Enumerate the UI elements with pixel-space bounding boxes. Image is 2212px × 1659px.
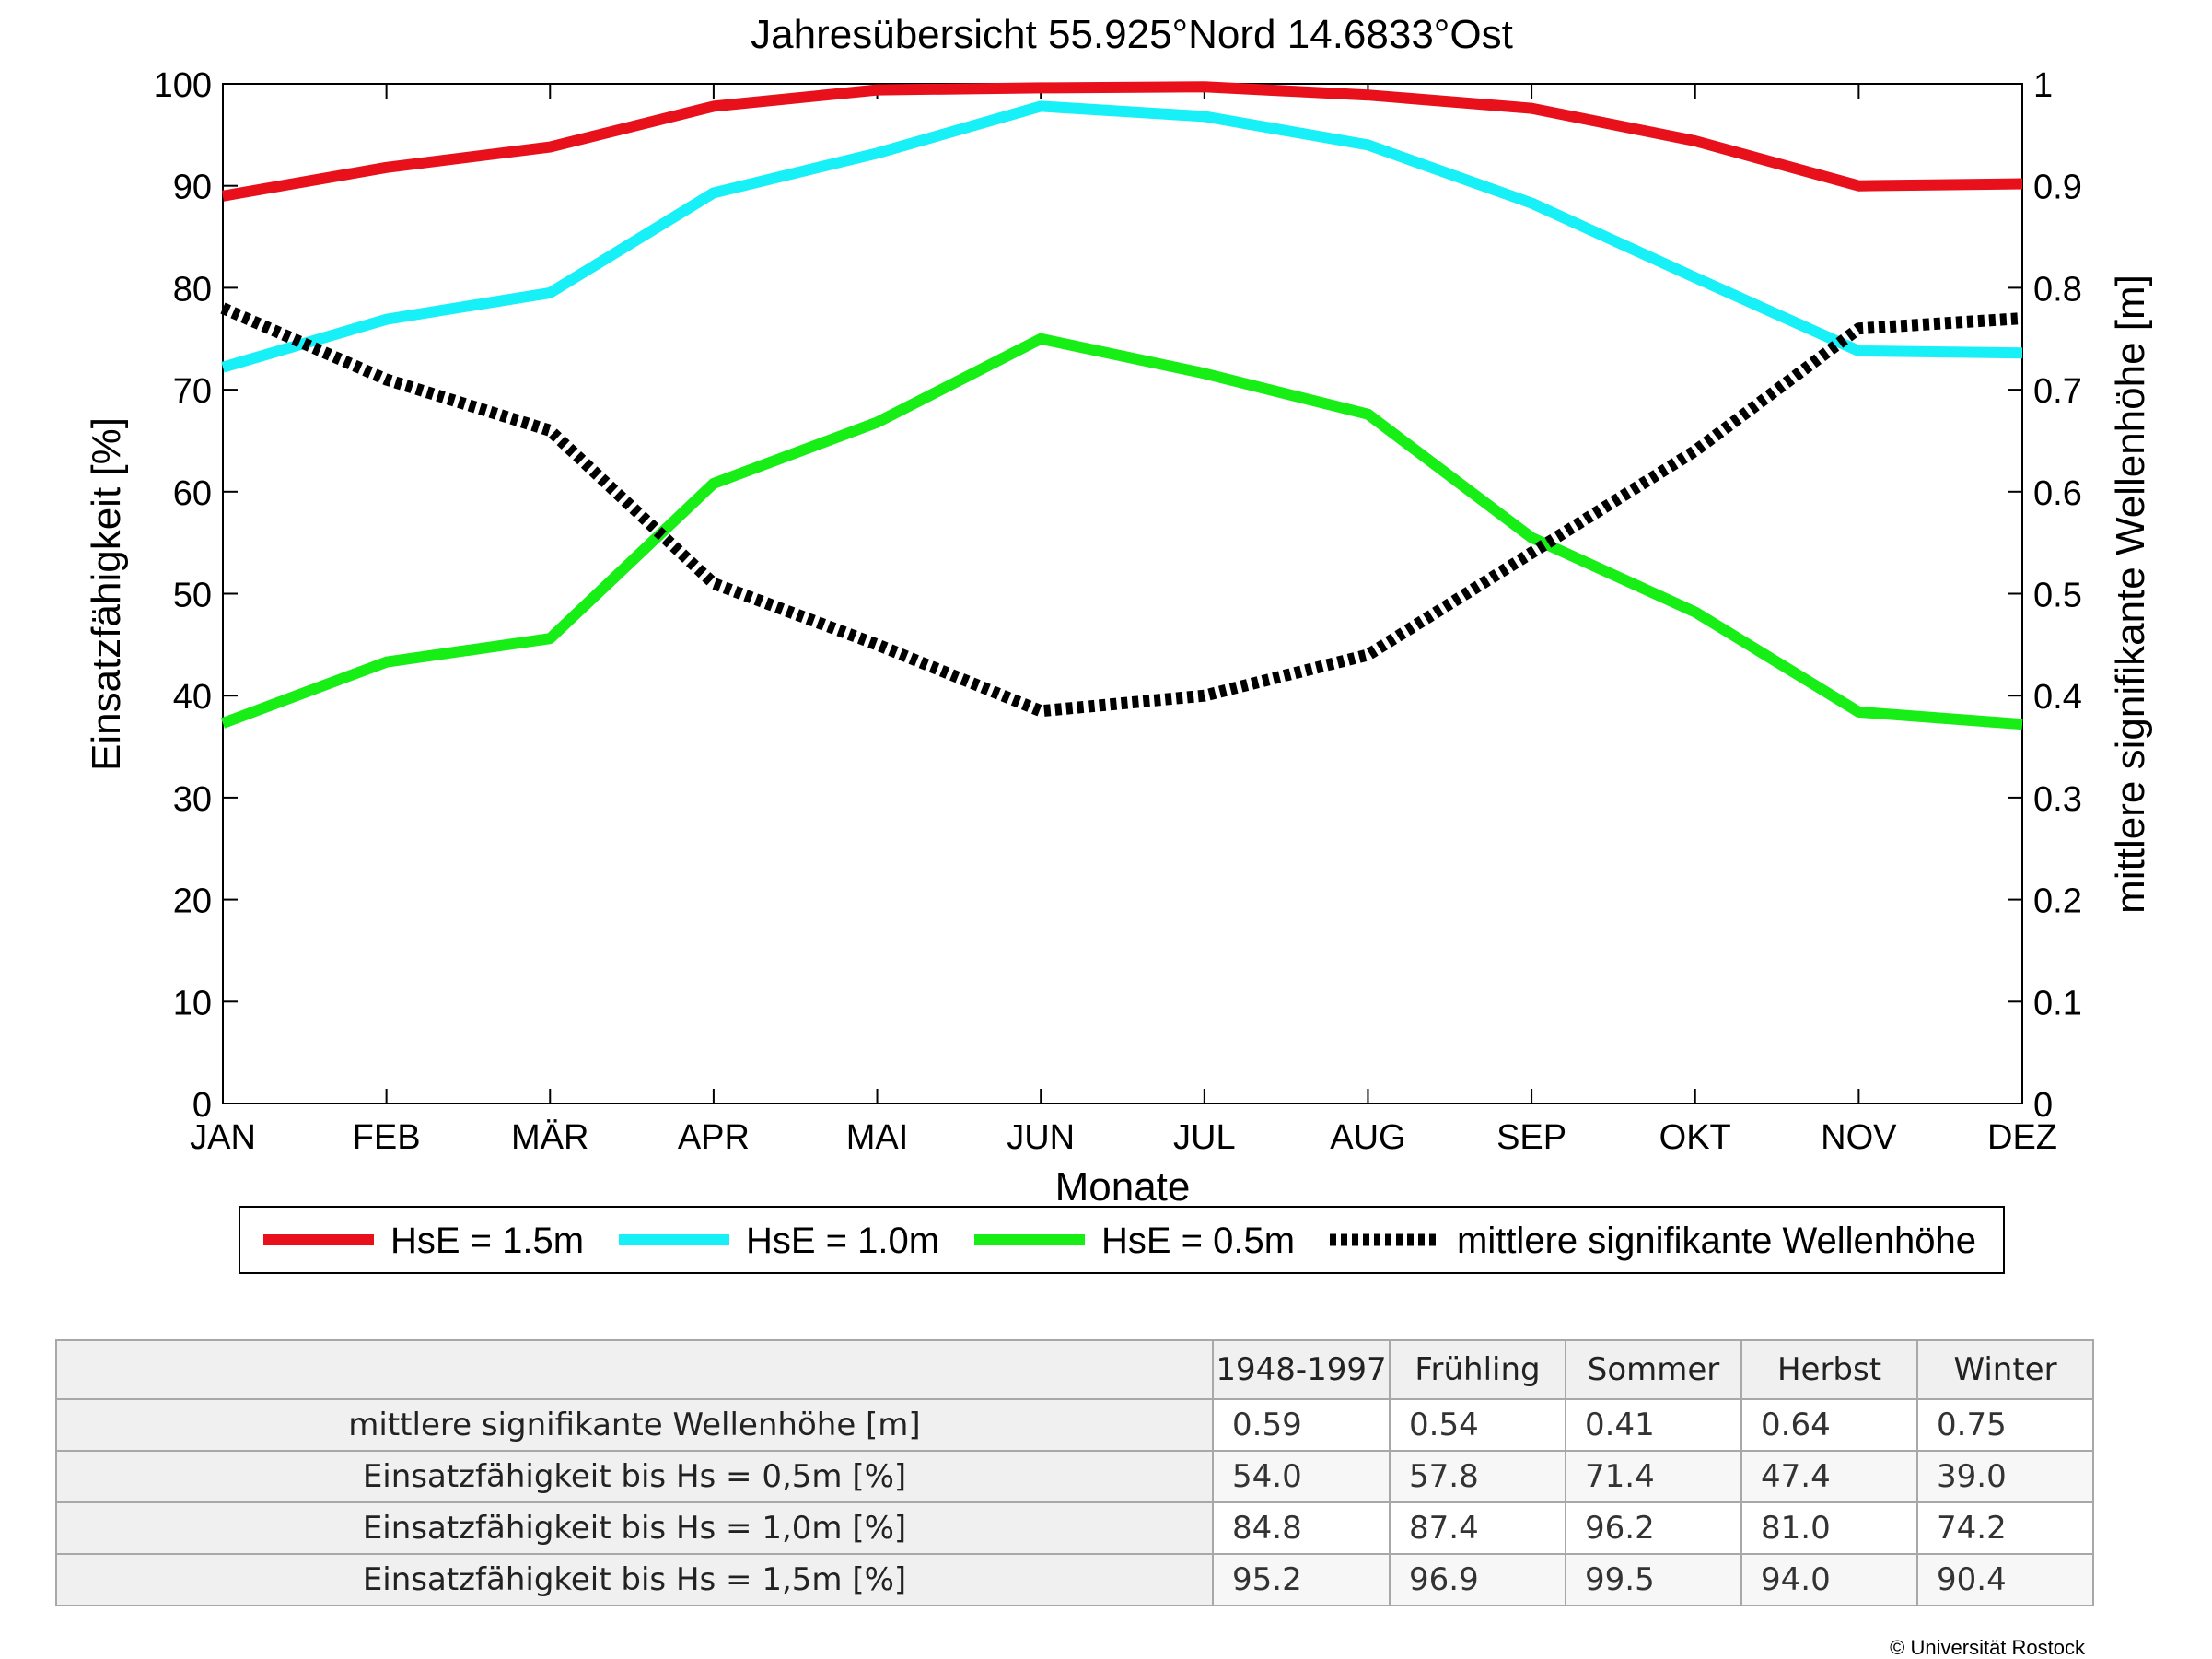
y-tick-label: 60: [173, 474, 212, 513]
legend-label: HsE = 1.5m: [390, 1221, 584, 1261]
y-right-tick-label: 0: [2033, 1086, 2053, 1125]
x-tick-label: OKT: [1659, 1118, 1731, 1157]
row-label: Einsatzfähigkeit bis Hs = 1,5m [%]: [55, 1553, 1214, 1606]
plot-frame: [222, 83, 2023, 1104]
y-tick-label: 10: [173, 984, 212, 1022]
table-corner-cell: [55, 1339, 1214, 1400]
column-header-winter: Winter: [1916, 1339, 2094, 1400]
y-tick-label: 50: [173, 577, 212, 615]
table-cell: 0.64: [1740, 1398, 1918, 1452]
y-right-tick-label: 0.2: [2033, 882, 2082, 921]
table-cell: 0.54: [1389, 1398, 1566, 1452]
legend-label: mittlere signifikante Wellenhöhe: [1457, 1221, 1976, 1261]
table-row: Einsatzfähigkeit bis Hs = 1,0m [%] 84.8 …: [55, 1501, 2094, 1555]
copyright-notice: © Universität Rostock: [1890, 1636, 2085, 1659]
x-tick-label: JUN: [1007, 1118, 1075, 1157]
y-tick-label: 70: [173, 372, 212, 411]
table-cell: 54.0: [1212, 1450, 1391, 1503]
table-cell: 0.59: [1212, 1398, 1391, 1452]
x-tick-label: FEB: [353, 1118, 421, 1157]
x-axis-label: Monate: [1055, 1164, 1191, 1209]
column-header-spring: Frühling: [1389, 1339, 1566, 1400]
table-cell: 96.9: [1389, 1553, 1566, 1606]
y-right-tick-label: 0.7: [2033, 372, 2082, 411]
y-right-tick-label: 1: [2033, 66, 2053, 105]
table-cell: 0.75: [1916, 1398, 2094, 1452]
y-right-tick-label: 0.4: [2033, 678, 2082, 717]
table-cell: 96.2: [1565, 1501, 1742, 1555]
table-cell: 94.0: [1740, 1553, 1918, 1606]
x-tick-label: DEZ: [1987, 1118, 2057, 1157]
y-right-tick-label: 0.6: [2033, 474, 2082, 513]
table-row: Einsatzfähigkeit bis Hs = 1,5m [%] 95.2 …: [55, 1553, 2094, 1606]
y-tick-label: 20: [173, 882, 212, 921]
legend-label: HsE = 1.0m: [746, 1221, 939, 1261]
table-cell: 39.0: [1916, 1450, 2094, 1503]
y-tick-label: 90: [173, 169, 212, 207]
y-right-axis-label: mittlere signifikante Wellenhöhe [m]: [2108, 275, 2153, 914]
table-cell: 47.4: [1740, 1450, 1918, 1503]
column-header-summer: Sommer: [1565, 1339, 1742, 1400]
x-tick-label: JUL: [1173, 1118, 1236, 1157]
table-cell: 99.5: [1565, 1553, 1742, 1606]
y-right-tick-label: 0.5: [2033, 577, 2082, 615]
y-right-tick-label: 0.9: [2033, 169, 2082, 207]
table-cell: 81.0: [1740, 1501, 1918, 1555]
x-tick-label: MÄR: [511, 1118, 588, 1157]
row-label: Einsatzfähigkeit bis Hs = 1,0m [%]: [55, 1501, 1214, 1555]
y-axis-label: Einsatzfähigkeit [%]: [84, 417, 129, 771]
y-right-tick-label: 0.1: [2033, 984, 2082, 1022]
legend-box: [239, 1206, 2005, 1274]
y-right-tick-label: 0.8: [2033, 270, 2082, 309]
chart-title: Jahresübersicht 55.925°Nord 14.6833°Ost: [751, 12, 1513, 57]
x-tick-label: NOV: [1821, 1118, 1897, 1157]
x-tick-label: APR: [678, 1118, 750, 1157]
x-tick-label: MAI: [846, 1118, 909, 1157]
table-cell: 95.2: [1212, 1553, 1391, 1606]
y-tick-label: 30: [173, 780, 212, 819]
y-tick-label: 80: [173, 270, 212, 309]
row-label: mittlere signifikante Wellenhöhe [m]: [55, 1398, 1214, 1452]
table-row: Einsatzfähigkeit bis Hs = 0,5m [%] 54.0 …: [55, 1450, 2094, 1503]
summary-table: 1948-1997 Frühling Sommer Herbst Winter …: [55, 1339, 2094, 1606]
table-cell: 0.41: [1565, 1398, 1742, 1452]
table-cell: 84.8: [1212, 1501, 1391, 1555]
series-line-0: [221, 81, 2023, 202]
series-line-1: [221, 100, 2023, 373]
table-cell: 57.8: [1389, 1450, 1566, 1503]
table-row: mittlere signifikante Wellenhöhe [m] 0.5…: [55, 1398, 2094, 1452]
line-chart: Jahresübersicht 55.925°Nord 14.6833°Ost 0…: [84, 12, 2153, 1274]
legend-label: HsE = 0.5m: [1101, 1221, 1295, 1261]
series-line-3: [220, 302, 2023, 718]
y-tick-label: 0: [192, 1086, 212, 1125]
series-line-2: [220, 333, 2023, 730]
x-tick-label: AUG: [1330, 1118, 1405, 1157]
x-tick-label: SEP: [1496, 1118, 1566, 1157]
chart-area: Jahresübersicht 55.925°Nord 14.6833°Ost 0…: [84, 12, 2153, 1274]
table-cell: 71.4: [1565, 1450, 1742, 1503]
column-header-autumn: Herbst: [1740, 1339, 1918, 1400]
y-tick-label: 40: [173, 678, 212, 717]
table-cell: 74.2: [1916, 1501, 2094, 1555]
table-cell: 87.4: [1389, 1501, 1566, 1555]
y-right-tick-label: 0.3: [2033, 780, 2082, 819]
table-cell: 90.4: [1916, 1553, 2094, 1606]
y-tick-label: 100: [154, 66, 212, 105]
x-tick-label: JAN: [190, 1118, 256, 1157]
column-header-period: 1948-1997: [1212, 1339, 1391, 1400]
row-label: Einsatzfähigkeit bis Hs = 0,5m [%]: [55, 1450, 1214, 1503]
table-header-row: 1948-1997 Frühling Sommer Herbst Winter: [55, 1339, 2094, 1400]
